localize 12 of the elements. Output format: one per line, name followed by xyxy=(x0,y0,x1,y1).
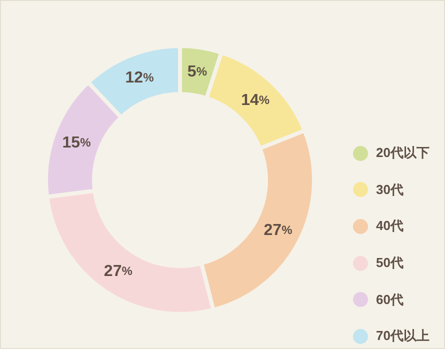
data-label: 27% xyxy=(104,262,133,280)
data-label: 27% xyxy=(264,221,293,238)
legend-label: 20代以下 xyxy=(376,144,430,162)
legend-label: 40代 xyxy=(376,217,404,236)
data-label: 5% xyxy=(187,62,208,80)
legend-label: 50代 xyxy=(376,254,404,272)
data-label: 15% xyxy=(62,134,92,152)
legend-label: 70代以上 xyxy=(376,327,430,346)
data-label: 14% xyxy=(241,91,270,108)
legend-label: 30代 xyxy=(376,180,404,199)
legend-label: 60代 xyxy=(376,290,404,309)
data-label: 12% xyxy=(125,69,154,86)
